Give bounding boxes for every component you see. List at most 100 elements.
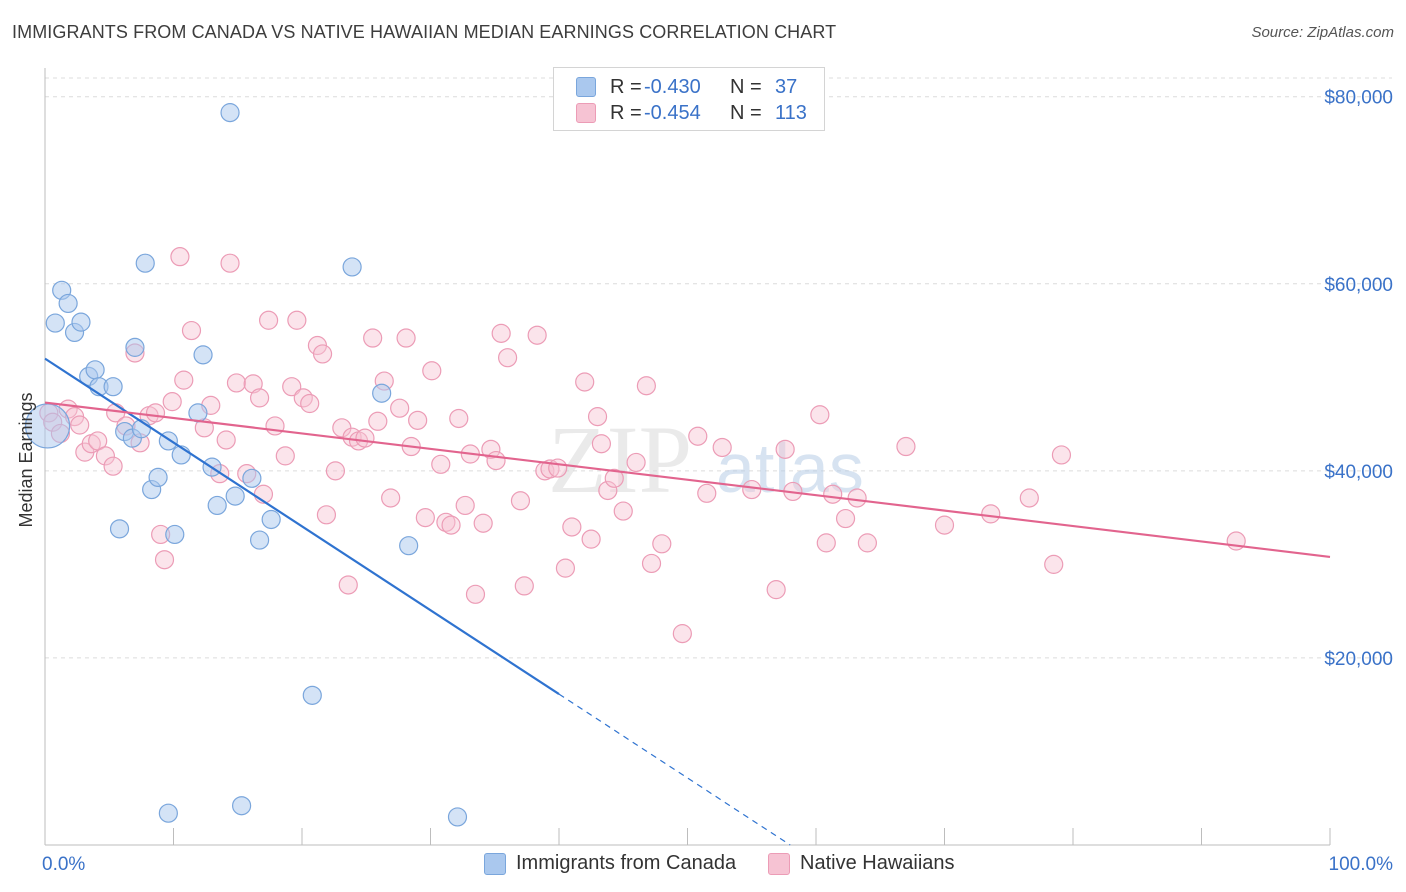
native-hawaiians-point bbox=[431, 454, 451, 474]
immigrants-canada-point bbox=[71, 312, 91, 332]
native-hawaiians-point bbox=[491, 323, 511, 343]
native-hawaiians-point bbox=[170, 247, 190, 267]
legend-n-value: 113 bbox=[775, 101, 807, 124]
native-hawaiians-point bbox=[95, 446, 115, 466]
axes bbox=[44, 68, 1331, 846]
legend-item-hawaiians[interactable]: Native Hawaiians bbox=[768, 852, 955, 875]
native-hawaiians-point bbox=[282, 377, 302, 397]
native-hawaiians-point bbox=[368, 411, 388, 431]
correlation-legend: R = -0.430 N = 37 R = -0.454 N = 113 bbox=[553, 67, 825, 131]
legend-swatch-blue bbox=[576, 77, 596, 97]
immigrants-canada-point bbox=[249, 530, 270, 550]
native-hawaiians-point bbox=[697, 483, 717, 503]
immigrants-canada-point bbox=[242, 468, 262, 488]
immigrants-canada-point bbox=[372, 383, 392, 403]
native-hawaiians-point bbox=[934, 515, 955, 535]
immigrants-canada-point bbox=[302, 685, 322, 705]
native-hawaiians-point bbox=[575, 372, 595, 392]
legend-n-label: N = bbox=[730, 75, 762, 98]
native-hawaiians-point bbox=[338, 575, 358, 595]
native-hawaiians-point bbox=[312, 344, 333, 364]
legend-label-hawaiians: Native Hawaiians bbox=[800, 852, 955, 874]
native-hawaiians-point bbox=[527, 325, 547, 345]
native-hawaiians-point bbox=[598, 480, 618, 501]
legend-r-value: -0.430 bbox=[644, 75, 701, 98]
immigrants-canada-point bbox=[58, 293, 78, 314]
canada-trend-extension bbox=[558, 693, 791, 846]
native-hawaiians-point bbox=[847, 488, 867, 508]
immigrants-canada-point bbox=[447, 807, 468, 827]
immigrants-canada-point bbox=[45, 313, 65, 333]
native-hawaiians-point bbox=[688, 426, 708, 446]
immigrants-canada-point bbox=[109, 519, 130, 539]
legend-r-value: -0.454 bbox=[644, 101, 701, 124]
native-hawaiians-point bbox=[981, 504, 1001, 524]
native-hawaiians-point bbox=[415, 508, 435, 528]
native-hawaiians-point bbox=[835, 508, 856, 529]
native-hawaiians-point bbox=[562, 517, 582, 537]
immigrants-canada-point bbox=[165, 524, 185, 545]
native-hawaiians-point bbox=[548, 458, 568, 478]
native-hawaiians-point bbox=[481, 439, 501, 459]
native-hawaiians-point bbox=[363, 328, 383, 348]
native-hawaiians-point bbox=[70, 415, 90, 435]
native-hawaiians-point bbox=[555, 558, 576, 578]
native-hawaiians-point bbox=[325, 461, 346, 481]
immigrants-canada-point bbox=[220, 103, 240, 123]
immigrants-canada-point bbox=[342, 257, 362, 277]
native-hawaiians-point bbox=[88, 431, 108, 451]
native-hawaiians-point bbox=[174, 370, 194, 390]
legend-n-label: N = bbox=[730, 101, 762, 124]
immigrants-canada-point bbox=[135, 253, 155, 273]
immigrants-canada-point bbox=[103, 377, 123, 397]
native-hawaiians-point bbox=[473, 513, 493, 533]
native-hawaiians-point bbox=[455, 495, 475, 516]
native-hawaiians-point bbox=[181, 320, 202, 341]
native-hawaiians-point bbox=[390, 398, 410, 418]
native-hawaiians-point bbox=[396, 328, 416, 348]
legend-n-value: 37 bbox=[775, 75, 798, 98]
native-hawaiians-point bbox=[581, 529, 601, 549]
native-hawaiians-point bbox=[265, 416, 285, 436]
native-hawaiians-point bbox=[1051, 445, 1072, 465]
native-hawaiians-point bbox=[422, 361, 442, 381]
native-hawaiians-point bbox=[300, 393, 320, 414]
native-hawaiians-point bbox=[465, 584, 486, 604]
native-hawaiians-point bbox=[810, 405, 830, 425]
legend-swatch-blue bbox=[484, 852, 506, 875]
native-hawaiians-point bbox=[154, 550, 175, 570]
native-hawaiians-point bbox=[626, 452, 646, 473]
y-tick-label: $60,000 bbox=[1324, 275, 1393, 296]
native-hawaiians-point bbox=[613, 501, 633, 521]
native-hawaiians-point bbox=[742, 479, 762, 500]
canada-trend-line bbox=[44, 357, 560, 696]
watermark-zip: ZIP bbox=[548, 406, 692, 513]
native-hawaiians-point bbox=[712, 437, 732, 458]
immigrants-canada-point bbox=[193, 345, 213, 365]
native-hawaiians-point bbox=[591, 434, 612, 454]
native-hawaiians-point bbox=[243, 374, 263, 394]
native-hawaiians-point bbox=[498, 348, 518, 368]
legend-row-hawaiians: R = -0.454 N = 113 bbox=[576, 102, 807, 124]
chart-title: IMMIGRANTS FROM CANADA VS NATIVE HAWAIIA… bbox=[12, 22, 837, 42]
y-axis-label: Median Earnings bbox=[16, 392, 36, 527]
native-hawaiians-point bbox=[216, 430, 236, 450]
immigrants-canada-point bbox=[148, 467, 168, 488]
legend-swatch-pink bbox=[768, 852, 790, 875]
legend-swatch-pink bbox=[576, 103, 596, 123]
immigrants-canada-point bbox=[158, 803, 178, 823]
native-hawaiians-point bbox=[857, 533, 878, 553]
native-hawaiians-point bbox=[486, 450, 506, 471]
native-hawaiians-point bbox=[145, 403, 166, 423]
native-hawaiians-point bbox=[381, 488, 401, 508]
legend-item-canada[interactable]: Immigrants from Canada bbox=[484, 852, 736, 875]
native-hawaiians-point bbox=[441, 515, 461, 535]
immigrants-canada-point bbox=[125, 337, 145, 357]
native-hawaiians-point bbox=[636, 376, 656, 396]
native-hawaiians-point bbox=[408, 410, 428, 430]
x-tick-label: 100.0% bbox=[1329, 854, 1394, 875]
watermark: ZIP atlas bbox=[548, 406, 864, 513]
immigrants-canada-point bbox=[85, 360, 105, 380]
native-hawaiians-point bbox=[355, 428, 375, 448]
